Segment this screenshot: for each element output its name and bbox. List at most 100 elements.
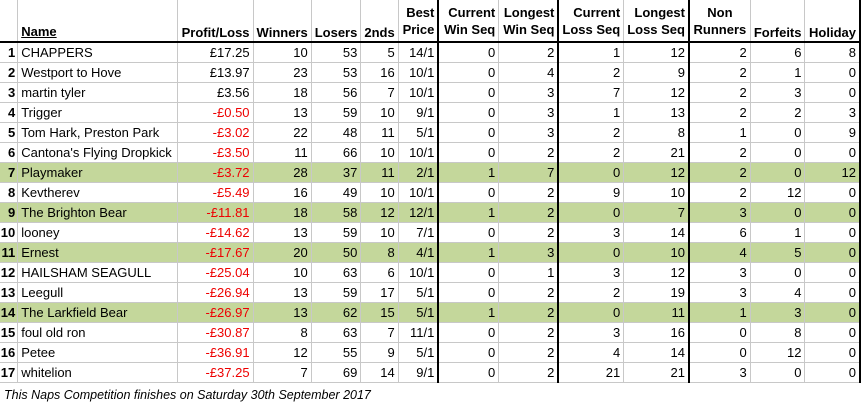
cell-name: Kevtherev	[17, 182, 179, 203]
cell-current-loss: 2	[558, 142, 625, 163]
cell-current-loss: 0	[558, 302, 625, 323]
cell-longest-loss: 7	[623, 202, 690, 223]
cell-profit: -£0.50	[177, 102, 254, 123]
cell-longest-win: 2	[498, 302, 560, 323]
cell-losers: 48	[311, 122, 362, 143]
cell-profit: -£30.87	[177, 322, 254, 343]
table-row: 1 CHAPPERS £17.25 10 53 5 14/1 0 2 1 12 2 6 8	[0, 42, 861, 63]
cell-name: Westport to Hove	[17, 62, 179, 83]
cell-winners: 18	[253, 202, 312, 223]
cell-best-price: 5/1	[398, 342, 439, 363]
non-runners-header: Non Runners	[688, 0, 751, 43]
cell-seconds: 10	[360, 182, 399, 203]
cell-holiday: 0	[804, 142, 861, 163]
cell-holiday: 12	[804, 162, 861, 183]
cell-longest-win: 3	[498, 82, 560, 103]
cell-current-win: 1	[437, 302, 500, 323]
cell-losers: 63	[311, 322, 362, 343]
cell-rank: 3	[0, 82, 19, 103]
cell-longest-loss: 12	[623, 162, 690, 183]
cell-winners: 28	[253, 162, 312, 183]
cell-seconds: 10	[360, 102, 399, 123]
cell-losers: 63	[311, 262, 362, 283]
cell-non-runners: 4	[688, 242, 751, 263]
cell-non-runners: 2	[688, 182, 751, 203]
cell-longest-win: 4	[498, 62, 560, 83]
cell-losers: 55	[311, 342, 362, 363]
cell-best-price: 4/1	[398, 242, 439, 263]
cell-forfeits: 3	[750, 302, 806, 323]
seconds-header: 2nds	[360, 0, 399, 43]
cell-holiday: 0	[804, 282, 861, 303]
table-row: 16 Petee -£36.91 12 55 9 5/1 0 2 4 14 0 12 0	[0, 342, 861, 363]
cell-seconds: 5	[360, 42, 399, 63]
cell-name: CHAPPERS	[17, 42, 179, 63]
cell-best-price: 7/1	[398, 222, 439, 243]
competition-footer-note: This Naps Competition finishes on Saturd…	[4, 388, 371, 402]
cell-current-loss: 9	[558, 182, 625, 203]
cell-rank: 15	[0, 322, 19, 343]
cell-non-runners: 2	[688, 82, 751, 103]
cell-non-runners: 3	[688, 362, 751, 383]
cell-forfeits: 12	[750, 182, 806, 203]
cell-longest-win: 1	[498, 262, 560, 283]
table-row: 13 Leegull -£26.94 13 59 17 5/1 0 2 2 19 3 4 0	[0, 282, 861, 303]
cell-current-loss: 1	[558, 42, 625, 63]
cell-longest-loss: 13	[623, 102, 690, 123]
header-row: Name Profit/Loss Winners Losers 2nds Bes…	[0, 0, 861, 43]
cell-current-loss: 2	[558, 282, 625, 303]
cell-longest-win: 2	[498, 282, 560, 303]
table-row: 8 Kevtherev -£5.49 16 49 10 10/1 0 2 9 10 2 12 0	[0, 182, 861, 203]
cell-seconds: 7	[360, 82, 399, 103]
cell-current-loss: 0	[558, 242, 625, 263]
cell-longest-loss: 16	[623, 322, 690, 343]
cell-profit: £3.56	[177, 82, 254, 103]
cell-holiday: 0	[804, 342, 861, 363]
cell-profit: -£26.94	[177, 282, 254, 303]
cell-forfeits: 2	[750, 102, 806, 123]
cell-forfeits: 0	[750, 162, 806, 183]
cell-name: looney	[17, 222, 179, 243]
cell-longest-loss: 14	[623, 342, 690, 363]
cell-best-price: 5/1	[398, 282, 439, 303]
cell-seconds: 8	[360, 242, 399, 263]
cell-forfeits: 12	[750, 342, 806, 363]
cell-best-price: 10/1	[398, 262, 439, 283]
cell-rank: 11	[0, 242, 19, 263]
table-row: 15 foul old ron -£30.87 8 63 7 11/1 0 2 3 16 0 8 0	[0, 322, 861, 343]
table-row: 12 HAILSHAM SEAGULL -£25.04 10 63 6 10/1 0 1 3 12 3…	[0, 262, 861, 283]
cell-best-price: 10/1	[398, 182, 439, 203]
cell-best-price: 5/1	[398, 302, 439, 323]
cell-seconds: 16	[360, 62, 399, 83]
cell-forfeits: 0	[750, 362, 806, 383]
cell-forfeits: 0	[750, 122, 806, 143]
name-header: Name	[17, 0, 179, 43]
cell-current-loss: 2	[558, 122, 625, 143]
cell-current-loss: 4	[558, 342, 625, 363]
cell-best-price: 2/1	[398, 162, 439, 183]
winners-header: Winners	[253, 0, 312, 43]
cell-winners: 11	[253, 142, 312, 163]
cell-longest-loss: 21	[623, 362, 690, 383]
cell-best-price: 10/1	[398, 62, 439, 83]
cell-rank: 13	[0, 282, 19, 303]
cell-name: whitelion	[17, 362, 179, 383]
cell-losers: 66	[311, 142, 362, 163]
cell-losers: 49	[311, 182, 362, 203]
cell-profit: -£3.02	[177, 122, 254, 143]
cell-current-win: 0	[437, 322, 500, 343]
cell-winners: 22	[253, 122, 312, 143]
cell-current-win: 0	[437, 142, 500, 163]
cell-non-runners: 0	[688, 322, 751, 343]
cell-forfeits: 6	[750, 42, 806, 63]
cell-current-loss: 3	[558, 322, 625, 343]
cell-longest-loss: 12	[623, 42, 690, 63]
cell-winners: 7	[253, 362, 312, 383]
cell-rank: 8	[0, 182, 19, 203]
cell-name: foul old ron	[17, 322, 179, 343]
cell-profit: -£14.62	[177, 222, 254, 243]
cell-winners: 13	[253, 102, 312, 123]
cell-holiday: 0	[804, 242, 861, 263]
cell-profit: £17.25	[177, 42, 254, 63]
cell-losers: 37	[311, 162, 362, 183]
